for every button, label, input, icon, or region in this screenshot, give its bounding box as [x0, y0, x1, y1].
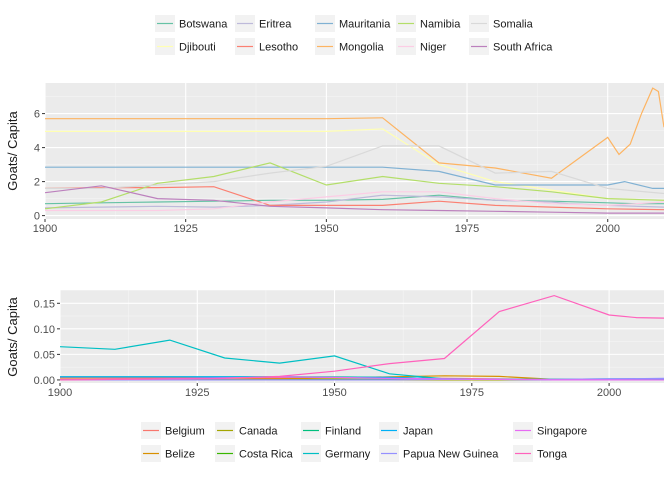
x-tick-label: 1925	[185, 387, 209, 399]
y-tick-label: 0.00	[34, 375, 55, 387]
legend-item-eritrea: Eritrea	[235, 15, 292, 32]
series-line-mongolia	[45, 87, 664, 179]
series-line-botswana	[45, 194, 664, 205]
y-axis-title: Goats/ Capita	[5, 110, 20, 190]
legend-label: Finland	[325, 426, 361, 438]
y-tick-label: 0.10	[34, 324, 55, 336]
y-tick-label: 0.15	[34, 298, 55, 310]
y-tick-label: 4	[34, 143, 40, 155]
legend-label: Mongolia	[339, 42, 385, 54]
legend-label: Belgium	[165, 426, 205, 438]
legend-item-canada: Canada	[215, 422, 278, 439]
legend-label: Costa Rica	[239, 449, 294, 461]
series-line-tonga	[60, 294, 664, 381]
legend-item-djibouti: Djibouti	[155, 38, 216, 55]
x-tick-label: 2000	[595, 223, 619, 235]
legend-item-belize: Belize	[141, 445, 195, 462]
legend-bottom: Belgium Belize Canada Costa Rica Finland Germ…	[141, 422, 587, 462]
panel-background	[60, 290, 664, 383]
legend-item-niger: Niger	[396, 38, 447, 55]
series-line-namibia	[45, 162, 664, 210]
legend-item-costa-rica: Costa Rica	[215, 445, 294, 462]
series-line-somalia	[45, 145, 664, 195]
y-tick-label: 0	[34, 211, 40, 223]
legend-label: Eritrea	[259, 19, 292, 31]
legend-label: Namibia	[420, 19, 461, 31]
legend-item-japan: Japan	[379, 422, 433, 439]
legend-item-belgium: Belgium	[141, 422, 205, 439]
x-tick-label: 1900	[48, 387, 72, 399]
legend-label: South Africa	[493, 42, 553, 54]
legend-label: Japan	[403, 426, 433, 438]
y-tick-label: 2	[34, 177, 40, 189]
legend-label: Djibouti	[179, 42, 216, 54]
x-tick-label: 1975	[460, 387, 484, 399]
x-tick-label: 1900	[33, 223, 57, 235]
legend-label: Canada	[239, 426, 278, 438]
legend-label: Mauritania	[339, 19, 391, 31]
legend-label: Singapore	[537, 426, 587, 438]
top-panel: 1900 1925 1950 1975 2000 0 2 4 6 Goats/ Capita	[5, 83, 664, 235]
series-lines	[60, 294, 664, 381]
legend-label: Niger	[420, 42, 447, 54]
legend-label: Germany	[325, 449, 371, 461]
series-line-djibouti	[45, 128, 664, 201]
legend-label: Lesotho	[259, 42, 298, 54]
legend-item-finland: Finland	[301, 422, 361, 439]
y-tick-label: 6	[34, 109, 40, 121]
legend-item-botswana: Botswana	[155, 15, 228, 32]
legend-item-south-africa: South Africa	[469, 38, 553, 55]
legend-label: Somalia	[493, 19, 534, 31]
x-tick-label: 2000	[597, 387, 621, 399]
series-lines	[45, 87, 664, 214]
legend-item-lesotho: Lesotho	[235, 38, 298, 55]
legend-top: Botswana Djibouti Eritrea Lesotho Mauritania…	[155, 15, 553, 55]
legend-item-tonga: Tonga	[513, 445, 568, 462]
x-tick-label: 1925	[173, 223, 197, 235]
bottom-panel: 1900 1925 1950 1975 2000 0.00 0.05 0.10 0.15 Goat…	[5, 290, 664, 399]
legend-item-singapore: Singapore	[513, 422, 587, 439]
legend-item-somalia: Somalia	[469, 15, 534, 32]
legend-label: Belize	[165, 449, 195, 461]
legend-item-mongolia: Mongolia	[315, 38, 385, 55]
x-tick-label: 1950	[322, 387, 346, 399]
series-line-mauritania	[45, 166, 664, 189]
series-line-south-africa	[45, 185, 664, 214]
legend-label: Tonga	[537, 449, 568, 461]
legend-item-papua-new-guinea: Papua New Guinea	[379, 445, 499, 462]
x-tick-label: 1950	[314, 223, 338, 235]
y-tick-label: 0.05	[34, 349, 55, 361]
legend-label: Papua New Guinea	[403, 449, 499, 461]
series-line-lesotho	[45, 186, 664, 211]
series-line-niger	[45, 191, 664, 212]
legend-label: Botswana	[179, 19, 228, 31]
x-tick-label: 1975	[455, 223, 479, 235]
y-axis-title: Goats/ Capita	[5, 296, 20, 376]
legend-item-namibia: Namibia	[396, 15, 461, 32]
gridlines	[44, 83, 664, 219]
legend-item-germany: Germany	[301, 445, 371, 462]
legend-item-mauritania: Mauritania	[315, 15, 391, 32]
